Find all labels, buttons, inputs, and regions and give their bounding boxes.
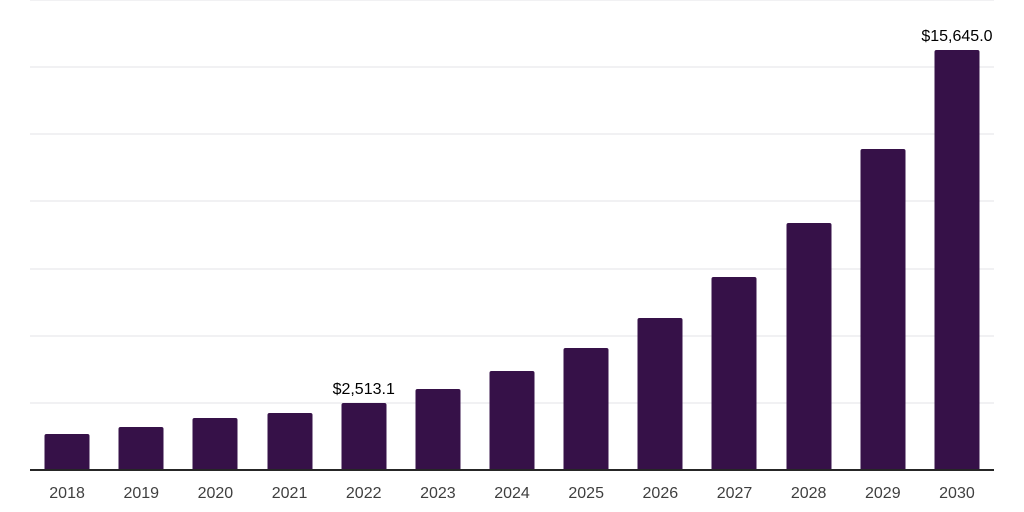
- x-tick-2022: 2022: [345, 485, 382, 502]
- x-tick-2026: 2026: [642, 485, 679, 502]
- x-tick-2029: 2029: [865, 485, 901, 502]
- bar-2027: [711, 276, 757, 470]
- gridline: [30, 66, 994, 68]
- bar-slot-2026: [623, 0, 697, 470]
- bar-slot-2019: [104, 0, 178, 470]
- x-tick-2030: 2030: [939, 485, 975, 502]
- bar-2020: [192, 417, 238, 470]
- bar-2018: [44, 434, 90, 470]
- bar-2019: [118, 426, 164, 470]
- bar-2028: [786, 223, 832, 470]
- value-label-2030: $15,645.0: [921, 27, 993, 45]
- x-tick-2021: 2021: [271, 485, 308, 502]
- bar-slot-2029: [846, 0, 920, 470]
- x-tick-2024: 2024: [494, 485, 530, 502]
- x-tick-2019: 2019: [123, 485, 160, 502]
- x-tick-2023: 2023: [420, 485, 456, 502]
- bar-2021: [267, 412, 313, 470]
- bar-slot-2020: [178, 0, 252, 470]
- bar-2026: [637, 318, 683, 470]
- bar-slot-2030: $15,645.0: [920, 0, 994, 470]
- gridline: [30, 200, 994, 202]
- x-tick-2025: 2025: [568, 485, 604, 502]
- gridline: [30, 268, 994, 270]
- x-axis-labels: 2018 2019 2020 2021 2022 2023 2024 2025 2026 2027…: [30, 480, 994, 508]
- bars-container: $2,513.1 $15,645.0: [30, 0, 994, 470]
- bar-slot-2023: [401, 0, 475, 470]
- bar-2029: [860, 149, 906, 470]
- bar-2024: [489, 370, 535, 470]
- gridline: [30, 133, 994, 135]
- bar-slot-2021: [252, 0, 326, 470]
- x-tick-2027: 2027: [716, 485, 753, 502]
- bar-2023: [415, 388, 461, 470]
- bar-slot-2027: [697, 0, 771, 470]
- x-axis-line: [30, 469, 994, 471]
- plot-area: $2,513.1 $15,645.0: [30, 0, 994, 471]
- x-tick-2020: 2020: [197, 485, 234, 502]
- bar-2030: [934, 49, 980, 470]
- bar-slot-2025: [549, 0, 623, 470]
- x-tick-2028: 2028: [790, 485, 827, 502]
- bar-slot-2028: [772, 0, 846, 470]
- value-label-2022: $2,513.1: [332, 380, 395, 398]
- bar-2022: [341, 402, 387, 470]
- gridline: [30, 335, 994, 337]
- bar-slot-2022: $2,513.1: [327, 0, 401, 470]
- bar-slot-2024: [475, 0, 549, 470]
- gridline: [30, 0, 994, 1]
- bar-slot-2018: [30, 0, 104, 470]
- x-tick-2018: 2018: [49, 485, 85, 502]
- bar-2025: [563, 347, 609, 470]
